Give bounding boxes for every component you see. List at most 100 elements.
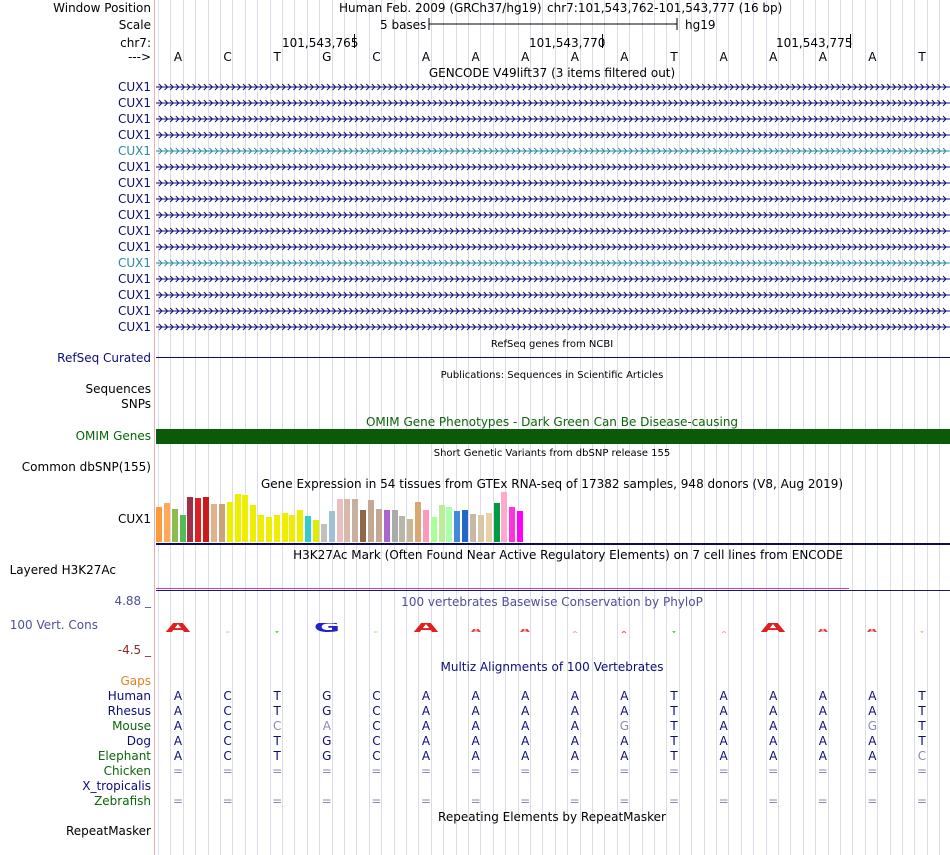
gtex-tissue-bar[interactable] <box>289 515 296 542</box>
species-label[interactable]: Rhesus <box>107 704 151 718</box>
gencode-gene-label[interactable]: CUX1 <box>117 160 151 174</box>
gtex-tissue-bar[interactable] <box>203 497 210 542</box>
gtex-tissue-bar[interactable] <box>477 515 484 542</box>
gencode-gene-label[interactable]: CUX1 <box>117 320 151 334</box>
gencode-gene-label[interactable]: CUX1 <box>117 192 151 206</box>
species-label[interactable]: Chicken <box>103 764 151 778</box>
gtex-tissue-bar[interactable] <box>430 517 437 542</box>
gencode-transcript-line[interactable] <box>156 129 950 141</box>
h3k27ac-track-label[interactable]: Layered H3K27Ac <box>9 563 116 577</box>
gencode-transcript-line[interactable] <box>156 177 950 189</box>
gtex-tissue-bar[interactable] <box>163 503 170 542</box>
gtex-tissue-bar[interactable] <box>250 505 257 542</box>
gencode-transcript-line[interactable] <box>156 97 950 109</box>
gtex-tissue-bar[interactable] <box>407 519 414 542</box>
gtex-tissue-bar[interactable] <box>383 510 390 542</box>
gencode-transcript-line[interactable] <box>156 193 950 205</box>
gtex-tissue-bar[interactable] <box>493 503 500 542</box>
gencode-transcript-line[interactable] <box>156 145 950 157</box>
gencode-transcript-line[interactable] <box>156 81 950 93</box>
gtex-tissue-bar[interactable] <box>210 504 217 542</box>
gencode-gene-label[interactable]: CUX1 <box>117 96 151 110</box>
gencode-gene-label[interactable]: CUX1 <box>117 80 151 94</box>
gencode-gene-label[interactable]: CUX1 <box>117 112 151 126</box>
gtex-tissue-bar[interactable] <box>242 495 249 542</box>
gtex-tissue-bar[interactable] <box>171 509 178 542</box>
gencode-gene-label[interactable]: CUX1 <box>117 256 151 270</box>
gencode-gene-label[interactable]: CUX1 <box>117 240 151 254</box>
track-image-area[interactable]: Human Feb. 2009 (GRCh37/hg19) chr7:101,5… <box>156 0 950 855</box>
snps-track-label[interactable]: SNPs <box>121 397 151 411</box>
gtex-tissue-bar[interactable] <box>195 498 202 542</box>
gtex-tissue-bar[interactable] <box>265 517 272 542</box>
species-label[interactable]: X_tropicalis <box>82 779 151 793</box>
gtex-tissue-bar[interactable] <box>470 514 476 542</box>
refseq-gene-line[interactable] <box>156 357 950 358</box>
gencode-transcript-line[interactable] <box>156 209 950 221</box>
gtex-tissue-bar[interactable] <box>336 499 343 542</box>
species-label[interactable]: Zebrafish <box>94 794 151 808</box>
gtex-tissue-bar[interactable] <box>273 515 280 542</box>
gtex-tissue-bar[interactable] <box>313 520 319 542</box>
gtex-tissue-bar[interactable] <box>281 513 288 542</box>
gtex-gene-label[interactable]: CUX1 <box>117 512 151 526</box>
gtex-tissue-bar[interactable] <box>422 510 429 542</box>
gtex-tissue-bar[interactable] <box>320 524 327 542</box>
gtex-tissue-bar[interactable] <box>438 505 445 542</box>
gencode-transcript-line[interactable] <box>156 305 950 317</box>
gtex-tissue-bar[interactable] <box>446 507 453 542</box>
gtex-tissue-bar[interactable] <box>485 513 492 542</box>
gtex-tissue-bar[interactable] <box>375 509 382 542</box>
gencode-gene-label[interactable]: CUX1 <box>117 176 151 190</box>
omim-track-label[interactable]: OMIM Genes <box>75 429 151 443</box>
species-label[interactable]: Human <box>107 689 151 703</box>
gencode-gene-label[interactable]: CUX1 <box>117 128 151 142</box>
gtex-tissue-bar[interactable] <box>517 511 524 542</box>
species-label[interactable]: Mouse <box>112 719 151 733</box>
gtex-tissue-bar[interactable] <box>399 516 406 542</box>
gencode-gene-label[interactable]: CUX1 <box>117 288 151 302</box>
gencode-transcript-line[interactable] <box>156 289 950 301</box>
gtex-tissue-bar[interactable] <box>509 507 516 542</box>
gtex-tissue-bar[interactable] <box>234 494 241 542</box>
gtex-tissue-bar[interactable] <box>179 515 186 542</box>
gencode-gene-label[interactable]: CUX1 <box>117 208 151 222</box>
gtex-tissue-bar[interactable] <box>454 511 461 542</box>
gtex-tissue-bar[interactable] <box>305 516 312 542</box>
gtex-tissue-bar[interactable] <box>391 510 398 542</box>
gtex-tissue-bar[interactable] <box>226 502 233 542</box>
conservation-track-label[interactable]: 100 Vert. Cons <box>9 618 98 632</box>
gencode-transcript-line[interactable] <box>156 321 950 333</box>
gtex-tissue-bar[interactable] <box>156 507 162 542</box>
gtex-tissue-bar[interactable] <box>187 497 194 542</box>
refseq-track-label[interactable]: RefSeq Curated <box>57 351 151 365</box>
gencode-transcript-line[interactable] <box>156 161 950 173</box>
species-label[interactable]: Dog <box>126 734 151 748</box>
gencode-transcript-line[interactable] <box>156 257 950 269</box>
gencode-gene-label[interactable]: CUX1 <box>117 144 151 158</box>
gtex-tissue-bar[interactable] <box>297 510 304 542</box>
gtex-tissue-bar[interactable] <box>328 511 335 542</box>
gtex-tissue-bar[interactable] <box>344 499 351 542</box>
gtex-tissue-bar[interactable] <box>501 492 508 542</box>
gencode-transcript-line[interactable] <box>156 113 950 125</box>
gtex-tissue-bar[interactable] <box>352 499 359 542</box>
gtex-tissue-bar[interactable] <box>367 500 374 542</box>
repeatmasker-track-label[interactable]: RepeatMasker <box>65 824 151 838</box>
gtex-expression-bars[interactable] <box>156 492 556 542</box>
gtex-tissue-bar[interactable] <box>415 502 422 542</box>
gencode-gene-label[interactable]: CUX1 <box>117 304 151 318</box>
gencode-gene-label[interactable]: CUX1 <box>117 224 151 238</box>
gtex-tissue-bar[interactable] <box>218 504 225 542</box>
gencode-transcript-line[interactable] <box>156 273 950 285</box>
gtex-tissue-bar[interactable] <box>258 515 265 542</box>
gencode-gene-label[interactable]: CUX1 <box>117 272 151 286</box>
species-label[interactable]: Elephant <box>97 749 151 763</box>
sequences-track-label[interactable]: Sequences <box>85 382 151 396</box>
gtex-tissue-bar[interactable] <box>462 510 469 542</box>
gencode-transcript-line[interactable] <box>156 225 950 237</box>
gtex-tissue-bar[interactable] <box>360 510 367 542</box>
common-dbsnp-track-label[interactable]: Common dbSNP(155) <box>21 460 151 474</box>
gencode-transcript-line[interactable] <box>156 241 950 253</box>
omim-gene-bar[interactable] <box>156 429 950 444</box>
